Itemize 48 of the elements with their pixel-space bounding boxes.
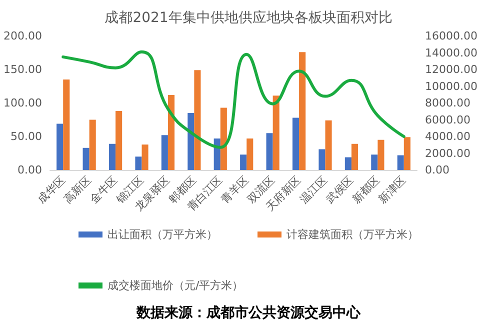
y2-tick-label: 2000.00 [425, 146, 470, 160]
y2-tick-label: 14000.00 [425, 46, 478, 60]
y-tick-label: 150.00 [4, 63, 42, 76]
bar [292, 118, 300, 170]
bar [404, 137, 410, 170]
y2-tick-label: 6000.00 [425, 113, 470, 126]
bar [168, 94, 175, 170]
y2-tick-label: 12000.00 [425, 63, 478, 76]
bar [89, 120, 96, 170]
bar [161, 135, 168, 170]
bar [318, 149, 326, 170]
chart-title: 成都2021年集中供地供应地块各板块面积对比 [104, 10, 392, 26]
bar [351, 144, 358, 170]
y-tick-label: 0.00 [18, 164, 42, 176]
bar [194, 70, 201, 170]
legend-label: 计容建筑面积（万平方米） [286, 228, 418, 241]
bar [56, 124, 64, 170]
bar [378, 140, 384, 170]
bar [240, 154, 247, 170]
bar [135, 156, 142, 170]
legend-label: 出让面积（万平方米） [108, 228, 218, 241]
bar [246, 138, 254, 170]
bar [344, 157, 352, 170]
bar [214, 138, 220, 170]
legend-label: 成交楼面地价（元/平方米） [108, 279, 244, 292]
source-note: 数据来源：成都市公共资源交易中心 [135, 304, 362, 323]
bar [266, 133, 273, 170]
bar [116, 111, 122, 170]
y2-tick-label: 10000.00 [425, 80, 478, 93]
bar [63, 80, 70, 170]
bar [108, 144, 116, 170]
y-tick-label: 200.00 [4, 30, 42, 42]
y2-tick-label: 8000.00 [425, 96, 470, 110]
y2-tick-label: 0.00 [425, 164, 450, 176]
y2-tick-label: 16000.00 [425, 30, 478, 42]
bar [82, 148, 90, 170]
y2-tick-label: 4000.00 [425, 130, 470, 143]
y-tick-label: 100.00 [4, 96, 42, 110]
bar [188, 113, 194, 170]
bar [299, 52, 306, 170]
bar [142, 144, 148, 170]
bar [397, 155, 404, 170]
bar [220, 108, 227, 170]
y-tick-label: 50.00 [10, 130, 42, 143]
line-series [62, 50, 406, 149]
bar [325, 120, 332, 170]
bar [371, 154, 378, 170]
bar [272, 96, 280, 170]
